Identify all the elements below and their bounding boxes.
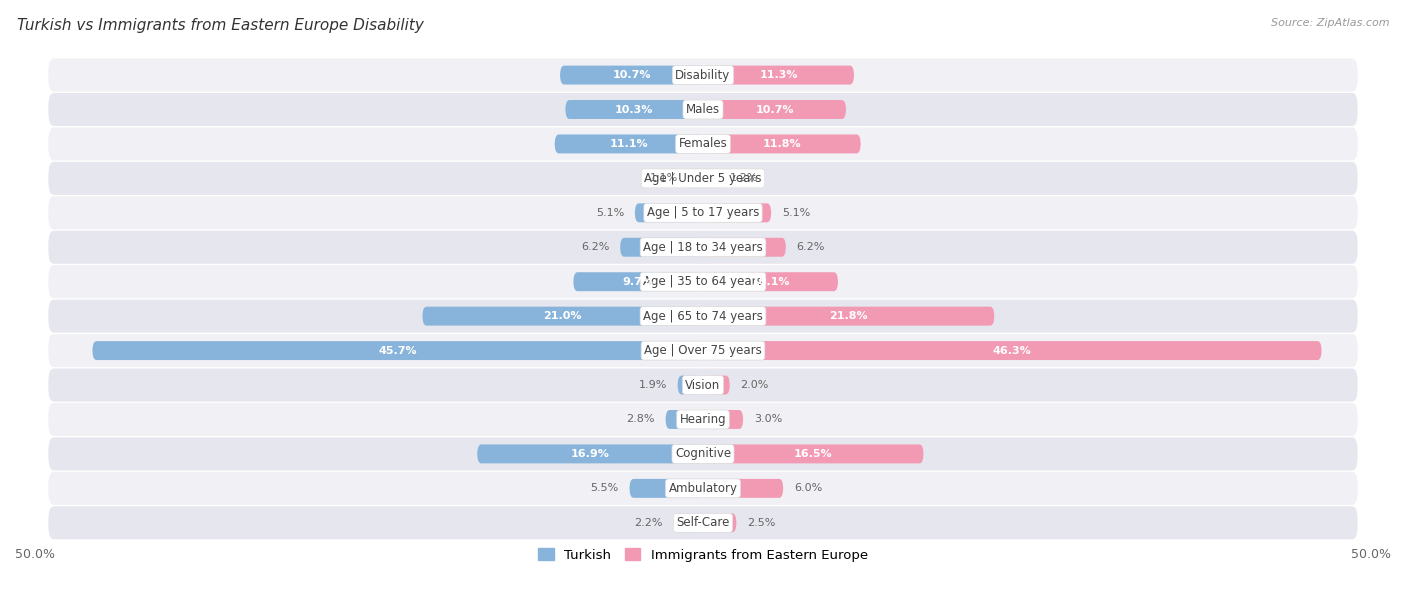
FancyBboxPatch shape xyxy=(48,438,1358,471)
Text: 11.8%: 11.8% xyxy=(762,139,801,149)
Text: Age | Under 5 years: Age | Under 5 years xyxy=(644,172,762,185)
Text: 1.2%: 1.2% xyxy=(730,173,758,184)
Text: 9.7%: 9.7% xyxy=(623,277,654,286)
Text: 1.1%: 1.1% xyxy=(650,173,678,184)
Text: 2.5%: 2.5% xyxy=(747,518,776,528)
Text: Age | 35 to 64 years: Age | 35 to 64 years xyxy=(643,275,763,288)
Text: 2.0%: 2.0% xyxy=(741,380,769,390)
FancyBboxPatch shape xyxy=(703,376,730,395)
FancyBboxPatch shape xyxy=(48,231,1358,264)
FancyBboxPatch shape xyxy=(48,127,1358,160)
Text: Source: ZipAtlas.com: Source: ZipAtlas.com xyxy=(1271,18,1389,28)
FancyBboxPatch shape xyxy=(703,203,770,222)
FancyBboxPatch shape xyxy=(555,135,703,154)
Text: Age | Over 75 years: Age | Over 75 years xyxy=(644,344,762,357)
Text: Turkish vs Immigrants from Eastern Europe Disability: Turkish vs Immigrants from Eastern Europ… xyxy=(17,18,423,34)
FancyBboxPatch shape xyxy=(636,203,703,222)
Text: 11.3%: 11.3% xyxy=(759,70,797,80)
FancyBboxPatch shape xyxy=(703,341,1322,360)
Text: 6.0%: 6.0% xyxy=(794,483,823,493)
FancyBboxPatch shape xyxy=(48,93,1358,126)
Legend: Turkish, Immigrants from Eastern Europe: Turkish, Immigrants from Eastern Europe xyxy=(533,543,873,567)
Text: 16.5%: 16.5% xyxy=(794,449,832,459)
FancyBboxPatch shape xyxy=(422,307,703,326)
FancyBboxPatch shape xyxy=(703,272,838,291)
Text: Females: Females xyxy=(679,138,727,151)
Text: 10.7%: 10.7% xyxy=(755,105,794,114)
Text: 6.2%: 6.2% xyxy=(797,242,825,252)
Text: Cognitive: Cognitive xyxy=(675,447,731,460)
Text: Disability: Disability xyxy=(675,69,731,81)
FancyBboxPatch shape xyxy=(665,410,703,429)
FancyBboxPatch shape xyxy=(620,238,703,257)
Text: Age | 65 to 74 years: Age | 65 to 74 years xyxy=(643,310,763,323)
FancyBboxPatch shape xyxy=(48,265,1358,298)
Text: 46.3%: 46.3% xyxy=(993,346,1032,356)
FancyBboxPatch shape xyxy=(703,479,783,498)
Text: 1.9%: 1.9% xyxy=(638,380,666,390)
FancyBboxPatch shape xyxy=(574,272,703,291)
FancyBboxPatch shape xyxy=(673,513,703,532)
FancyBboxPatch shape xyxy=(48,300,1358,333)
FancyBboxPatch shape xyxy=(703,444,924,463)
Text: 5.5%: 5.5% xyxy=(591,483,619,493)
Text: 3.0%: 3.0% xyxy=(754,414,782,425)
Text: 11.1%: 11.1% xyxy=(610,139,648,149)
Text: 2.2%: 2.2% xyxy=(634,518,662,528)
FancyBboxPatch shape xyxy=(48,196,1358,230)
FancyBboxPatch shape xyxy=(93,341,703,360)
Text: 45.7%: 45.7% xyxy=(378,346,418,356)
Text: 5.1%: 5.1% xyxy=(596,208,624,218)
FancyBboxPatch shape xyxy=(703,410,744,429)
Text: 6.2%: 6.2% xyxy=(581,242,609,252)
FancyBboxPatch shape xyxy=(48,472,1358,505)
FancyBboxPatch shape xyxy=(703,65,853,84)
FancyBboxPatch shape xyxy=(703,169,718,188)
FancyBboxPatch shape xyxy=(703,135,860,154)
FancyBboxPatch shape xyxy=(48,403,1358,436)
FancyBboxPatch shape xyxy=(48,334,1358,367)
Text: 2.8%: 2.8% xyxy=(627,414,655,425)
Text: Self-Care: Self-Care xyxy=(676,517,730,529)
Text: Age | 5 to 17 years: Age | 5 to 17 years xyxy=(647,206,759,219)
Text: 5.1%: 5.1% xyxy=(782,208,810,218)
FancyBboxPatch shape xyxy=(689,169,703,188)
FancyBboxPatch shape xyxy=(630,479,703,498)
FancyBboxPatch shape xyxy=(48,162,1358,195)
FancyBboxPatch shape xyxy=(565,100,703,119)
Text: 10.1%: 10.1% xyxy=(751,277,790,286)
FancyBboxPatch shape xyxy=(703,307,994,326)
FancyBboxPatch shape xyxy=(48,368,1358,401)
Text: 21.8%: 21.8% xyxy=(830,311,868,321)
FancyBboxPatch shape xyxy=(703,513,737,532)
FancyBboxPatch shape xyxy=(477,444,703,463)
Text: 10.7%: 10.7% xyxy=(612,70,651,80)
Text: 21.0%: 21.0% xyxy=(544,311,582,321)
Text: Age | 18 to 34 years: Age | 18 to 34 years xyxy=(643,241,763,254)
FancyBboxPatch shape xyxy=(48,59,1358,92)
FancyBboxPatch shape xyxy=(703,100,846,119)
FancyBboxPatch shape xyxy=(703,238,786,257)
Text: Hearing: Hearing xyxy=(679,413,727,426)
FancyBboxPatch shape xyxy=(678,376,703,395)
Text: Ambulatory: Ambulatory xyxy=(668,482,738,495)
Text: 10.3%: 10.3% xyxy=(614,105,654,114)
Text: Vision: Vision xyxy=(685,379,721,392)
FancyBboxPatch shape xyxy=(48,506,1358,539)
FancyBboxPatch shape xyxy=(560,65,703,84)
Text: 16.9%: 16.9% xyxy=(571,449,610,459)
Text: Males: Males xyxy=(686,103,720,116)
